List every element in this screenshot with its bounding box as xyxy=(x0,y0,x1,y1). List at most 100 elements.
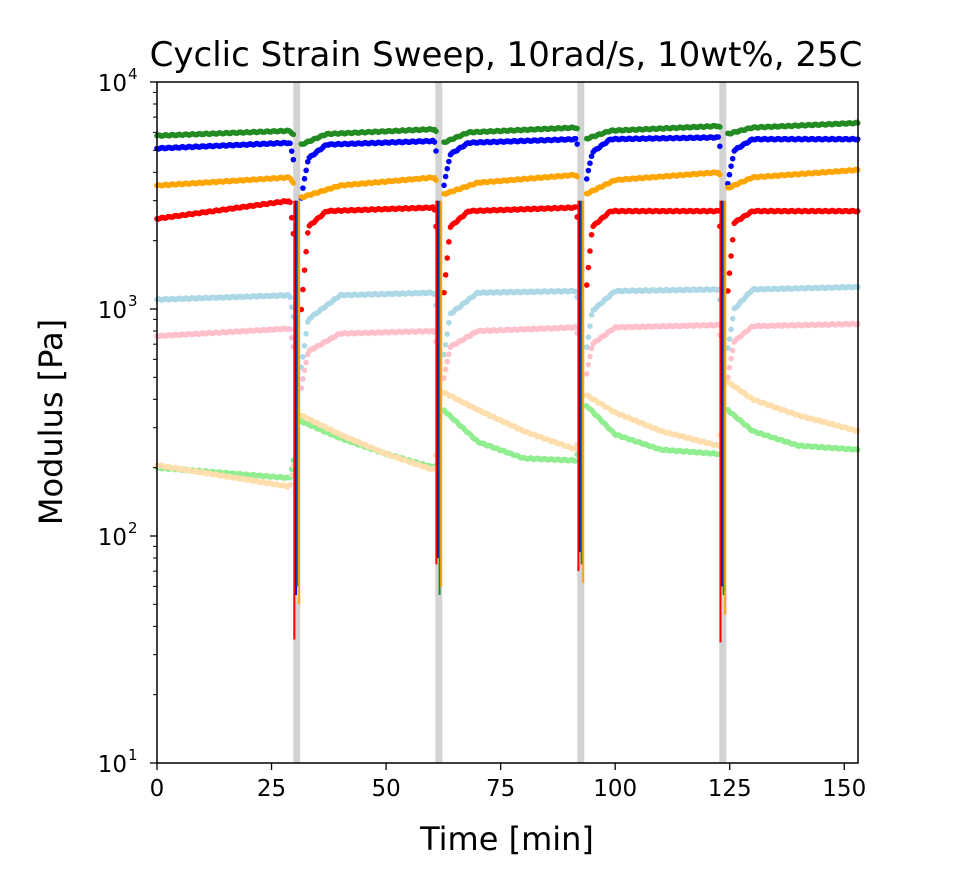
series-3-point xyxy=(303,248,309,255)
series-3-point xyxy=(300,286,306,293)
series-4-point xyxy=(728,326,734,333)
series-1-point xyxy=(572,135,579,142)
series-1-point xyxy=(300,185,306,191)
series-1-point xyxy=(441,182,447,189)
series-5-point xyxy=(441,375,447,381)
y-tick-label-2: 10 xyxy=(98,298,127,324)
series-2-point xyxy=(433,177,439,183)
series-1-point xyxy=(585,167,592,174)
series-3-point xyxy=(588,231,595,238)
series-3-point xyxy=(728,253,734,259)
series-3-point xyxy=(583,282,590,288)
series-4-point xyxy=(288,304,295,310)
series-7-point xyxy=(288,472,295,478)
series-4-point xyxy=(588,312,595,318)
series-4-point xyxy=(583,344,590,350)
series-3-point xyxy=(287,199,293,206)
series-3-point xyxy=(572,204,579,210)
series-0-point xyxy=(717,124,723,130)
series-1-point xyxy=(433,148,439,154)
sweep-drop-2 xyxy=(577,200,585,584)
series-4-point xyxy=(587,323,593,329)
sweep-drop-0 xyxy=(293,200,301,640)
x-tick-label-6: 150 xyxy=(822,776,866,802)
series-1-point xyxy=(583,176,590,182)
y-tick-label-1: 10 xyxy=(98,525,127,551)
series-5-point xyxy=(446,351,452,358)
series-3-point xyxy=(444,255,451,261)
series-5-point xyxy=(572,324,579,330)
series-3-point xyxy=(729,237,736,243)
series-4-point xyxy=(729,315,736,322)
series-1-point xyxy=(726,171,733,178)
x-tick-label-1: 25 xyxy=(257,776,286,802)
series-2 xyxy=(154,166,861,201)
series-0-point xyxy=(433,128,439,135)
series-5-point xyxy=(301,367,308,374)
series-4-point xyxy=(726,336,733,342)
series-5-point xyxy=(444,358,451,365)
series-5-point xyxy=(303,359,309,366)
series-5 xyxy=(154,320,861,392)
series-1-point xyxy=(301,175,308,182)
series-1-point xyxy=(287,140,293,147)
series-4-point xyxy=(444,331,451,337)
series-0 xyxy=(154,119,861,147)
series-5-point xyxy=(288,334,295,341)
series-0-point xyxy=(574,125,580,132)
series-1-point xyxy=(446,158,452,165)
series-4 xyxy=(154,283,861,371)
series-1-point xyxy=(444,165,451,172)
series-5-point xyxy=(726,364,733,371)
series-5-point xyxy=(442,366,449,373)
y-tick-label-3: 10 xyxy=(98,71,127,97)
series-0-point xyxy=(290,131,297,138)
series-3-point xyxy=(446,239,452,245)
y-tick-label-exp-1: 2 xyxy=(128,519,138,537)
series-5-point xyxy=(588,345,595,352)
series-3-point xyxy=(304,230,311,236)
series-7-point xyxy=(572,446,579,452)
x-tick-label-4: 100 xyxy=(593,776,637,802)
series-5-point xyxy=(587,353,593,360)
series-7 xyxy=(154,379,861,490)
series-7-point xyxy=(287,481,293,488)
x-tick-label-3: 75 xyxy=(486,776,515,802)
series-1-point xyxy=(574,141,580,147)
series-4-point xyxy=(303,330,309,337)
x-tick-label-0: 0 xyxy=(150,776,165,802)
series-2-point xyxy=(717,171,723,178)
chart-title: Cyclic Strain Sweep, 10rad/s, 10wt%, 25C xyxy=(150,35,863,75)
series-1-point xyxy=(442,173,449,180)
series-5-point xyxy=(583,371,590,377)
series-6 xyxy=(154,403,861,481)
series-5-point xyxy=(287,326,293,332)
series-2-point xyxy=(574,173,580,180)
series-1-point xyxy=(729,155,736,162)
series-1-point xyxy=(588,153,595,160)
plot-frame xyxy=(156,81,859,764)
series-1-point xyxy=(717,143,723,150)
series-4-point xyxy=(300,354,306,360)
series-5-point xyxy=(729,347,736,354)
series-4-point xyxy=(585,334,592,340)
series-3-point xyxy=(587,248,593,254)
series-3-point xyxy=(725,288,731,294)
series-5-point xyxy=(585,361,592,368)
series-1-point xyxy=(288,148,295,154)
series-3-point xyxy=(288,214,295,221)
series-4-point xyxy=(446,319,452,326)
series-4-point xyxy=(725,345,731,351)
series-1-point xyxy=(303,167,309,174)
x-tick-label-2: 50 xyxy=(371,776,400,802)
series-5-point xyxy=(725,374,731,381)
series-2-point xyxy=(290,180,297,186)
series-3-point xyxy=(441,289,447,296)
series-4-point xyxy=(442,341,449,348)
series-4-point xyxy=(287,294,293,301)
series-5-point xyxy=(728,355,734,362)
y-tick-label-exp-0: 1 xyxy=(128,746,138,764)
sweep-drop-3 xyxy=(719,200,727,643)
series-6-point xyxy=(572,458,579,464)
y-tick-label-0: 10 xyxy=(98,752,127,778)
